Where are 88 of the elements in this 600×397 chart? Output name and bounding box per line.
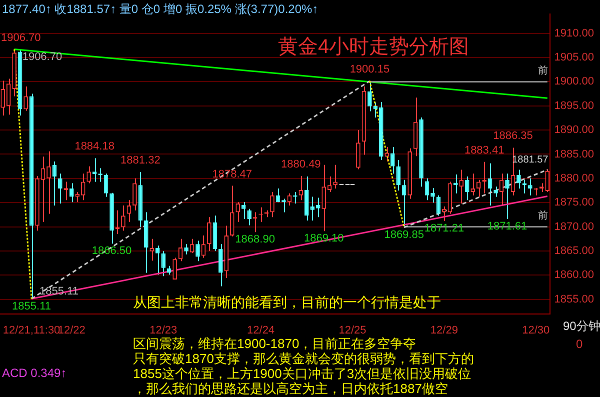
candlestick <box>155 245 160 276</box>
text: 区间震荡，维持在1900-1870，目前正在多空争夺 <box>133 336 416 351</box>
candlestick <box>528 178 532 196</box>
candlestick <box>92 158 97 182</box>
candlestick <box>327 176 332 192</box>
annotation: 从图上非常清晰的能看到，目前的一个行情是处于 <box>133 294 441 310</box>
candlestick <box>218 244 223 287</box>
text: 黄金4小时走势分析图 <box>278 35 470 60</box>
candlestick <box>86 166 91 184</box>
candlestick <box>373 102 378 118</box>
candlestick <box>58 173 62 204</box>
candlestick <box>184 244 188 255</box>
candlestick <box>172 257 177 280</box>
x-tick-label: 12/24 <box>247 324 275 336</box>
text: ACD 0.349↑ <box>2 366 67 380</box>
text: 0 <box>576 337 583 351</box>
candlestick <box>304 176 309 221</box>
candlestick <box>298 176 304 201</box>
candlestick <box>534 188 538 196</box>
candlestick <box>132 178 137 211</box>
y-tick-label: 1900.00 <box>554 76 594 88</box>
candlestick <box>470 173 476 196</box>
candlestick <box>121 204 126 232</box>
candlestick <box>236 202 240 222</box>
candlestick <box>190 238 194 254</box>
candlestick <box>390 146 395 174</box>
candlestick <box>24 86 28 112</box>
x-tick-label: 12/23 <box>150 324 178 336</box>
y-tick-label: 1870.00 <box>554 220 594 233</box>
y-tick-label: 1855.00 <box>554 293 594 306</box>
x-tick-label: 12/29 <box>430 324 458 336</box>
annotation: 1906.70 <box>22 50 62 63</box>
annotation: 1878.47 <box>212 168 252 180</box>
candlestick <box>494 186 498 198</box>
candlestick <box>545 168 550 192</box>
annotation: 1906.70 <box>1 32 41 44</box>
candlestick <box>368 80 372 112</box>
annotation: 前 <box>538 64 548 76</box>
candlestick <box>322 164 326 232</box>
annotation: 1880.49 <box>281 158 321 171</box>
annotation: 1855.11 <box>12 300 51 312</box>
candlestick <box>270 191 274 218</box>
candlestick <box>442 206 446 222</box>
candlestick <box>396 160 400 191</box>
annotation: 1886.35 <box>493 130 533 142</box>
candlestick <box>196 240 200 262</box>
candlestick <box>356 130 360 170</box>
text: 90分钟 <box>563 318 600 335</box>
y-tick-label: 1880.00 <box>554 172 594 184</box>
candlestick <box>150 238 154 262</box>
y-tick-label: 1865.00 <box>554 244 594 257</box>
candlestick <box>230 185 234 237</box>
annotation: 1869.85 <box>384 229 424 242</box>
text: 1855这个位置，上方1900关口冲击了3次但是依旧没用破位 <box>133 366 472 381</box>
candlestick <box>201 234 206 258</box>
candlestick <box>69 182 74 203</box>
x-tick-label: 12/25 <box>338 324 366 336</box>
annotation: 1866.50 <box>92 245 132 258</box>
candlestick <box>505 173 510 220</box>
annotation: 1884.18 <box>74 140 114 153</box>
annotation: 前 <box>538 210 548 222</box>
annotation: 1868.90 <box>235 234 275 246</box>
candlestick <box>241 202 246 220</box>
annotation: 1881.32 <box>120 154 160 167</box>
y-tick-label: 1860.00 <box>554 269 594 282</box>
candlestick <box>459 169 464 204</box>
x-tick-label: 12/30 <box>522 324 550 336</box>
candlestick <box>402 179 406 228</box>
x-tick-label: 12/21,11:30 <box>2 324 60 336</box>
candlestick <box>161 250 166 277</box>
candlestick <box>247 208 252 226</box>
annotation: 1877.40↑ 收1881.57↑ 量0 仓0 增0 振0.25% 涨(3.77)0.20%↑ <box>2 1 318 18</box>
annotation: 1883.41 <box>464 144 504 156</box>
x-tick-label: 12/22 <box>58 324 86 336</box>
y-tick-label: 1885.00 <box>554 148 594 160</box>
y-tick-label: 1875.00 <box>554 196 594 209</box>
candlestick <box>207 216 212 252</box>
y-tick-label: 1905.00 <box>554 52 594 64</box>
candlestick <box>516 169 521 190</box>
candlestick <box>46 150 51 214</box>
text: 只有突破1870支撑，那么黄金就会变的很弱势，看到下方的 <box>133 351 474 366</box>
y-tick-label: 1910.00 <box>554 27 594 40</box>
candlestick <box>464 176 470 201</box>
candlestick <box>430 188 435 204</box>
y-tick-label: 1895.00 <box>554 100 594 112</box>
text: ，那么我们的思路还是以高空为主，日内依托1887做空 <box>133 381 448 396</box>
annotation: 1900.15 <box>350 64 390 76</box>
y-tick-label: 1890.00 <box>554 124 594 136</box>
